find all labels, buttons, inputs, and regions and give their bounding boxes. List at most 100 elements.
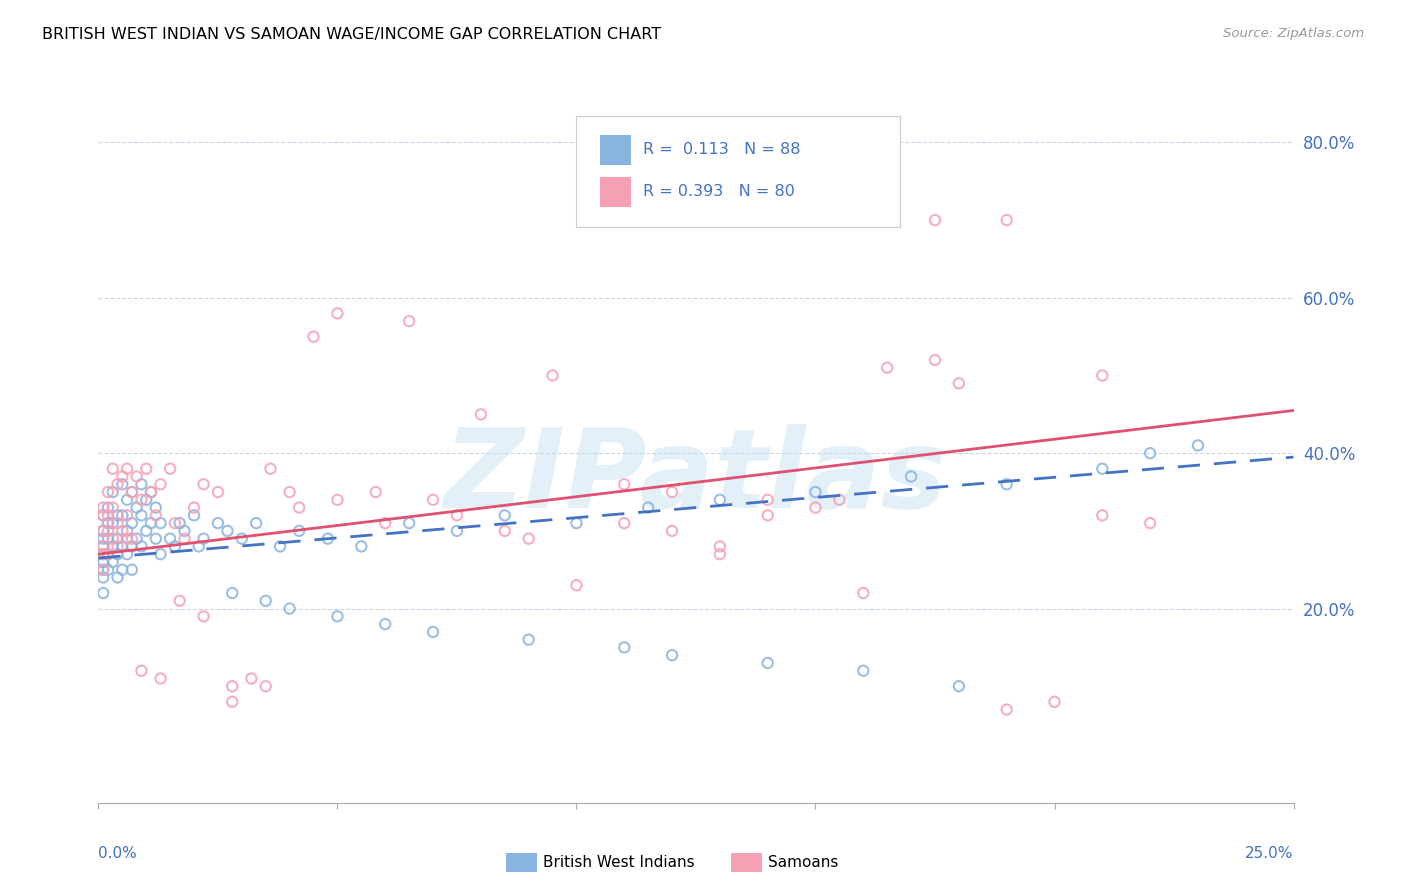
- Point: [259, 461, 281, 475]
- Point: [245, 516, 267, 530]
- Point: [756, 656, 779, 670]
- Point: [159, 532, 181, 546]
- Point: [101, 540, 124, 554]
- Point: [169, 594, 191, 608]
- Point: [470, 408, 492, 422]
- Point: [924, 213, 946, 227]
- Point: [111, 563, 134, 577]
- Point: [288, 524, 311, 538]
- Point: [278, 601, 301, 615]
- Point: [115, 524, 138, 538]
- Point: [995, 702, 1018, 716]
- Point: [804, 500, 827, 515]
- Point: [494, 508, 516, 523]
- Point: [107, 540, 129, 554]
- Point: [709, 547, 731, 561]
- Point: [350, 540, 373, 554]
- Point: [422, 624, 444, 639]
- Point: [139, 485, 162, 500]
- Point: [326, 492, 349, 507]
- Text: 25.0%: 25.0%: [1246, 847, 1294, 861]
- Point: [709, 540, 731, 554]
- Point: [107, 547, 129, 561]
- Point: [948, 679, 970, 693]
- Point: [91, 555, 114, 569]
- Point: [101, 500, 124, 515]
- Point: [231, 532, 253, 546]
- Point: [91, 508, 114, 523]
- Point: [183, 500, 205, 515]
- Text: Samoans: Samoans: [768, 855, 838, 870]
- Point: [97, 485, 120, 500]
- Point: [121, 485, 143, 500]
- Point: [169, 516, 191, 530]
- Point: [145, 500, 167, 515]
- Point: [374, 617, 396, 632]
- Point: [613, 516, 636, 530]
- Text: British West Indians: British West Indians: [543, 855, 695, 870]
- Point: [446, 524, 468, 538]
- Point: [852, 664, 875, 678]
- Point: [756, 508, 779, 523]
- Point: [541, 368, 564, 383]
- Point: [91, 540, 114, 554]
- Point: [193, 609, 215, 624]
- Point: [97, 508, 120, 523]
- Point: [173, 532, 195, 546]
- Point: [1091, 461, 1114, 475]
- Point: [1091, 508, 1114, 523]
- Point: [115, 532, 138, 546]
- Point: [159, 461, 181, 475]
- Point: [613, 640, 636, 655]
- Point: [121, 516, 143, 530]
- Point: [804, 485, 827, 500]
- Point: [91, 563, 114, 577]
- Point: [316, 532, 339, 546]
- Point: [661, 524, 683, 538]
- Point: [121, 532, 143, 546]
- Point: [326, 609, 349, 624]
- Point: [709, 492, 731, 507]
- Point: [111, 524, 134, 538]
- Point: [254, 679, 277, 693]
- Point: [125, 469, 148, 483]
- Point: [91, 540, 114, 554]
- Point: [91, 563, 114, 577]
- Point: [302, 329, 325, 343]
- Point: [364, 485, 387, 500]
- Point: [121, 563, 143, 577]
- Point: [995, 213, 1018, 227]
- Point: [149, 477, 172, 491]
- Point: [193, 532, 215, 546]
- Point: [91, 555, 114, 569]
- Point: [149, 516, 172, 530]
- Point: [91, 524, 114, 538]
- Point: [852, 586, 875, 600]
- Point: [163, 540, 186, 554]
- Point: [149, 547, 172, 561]
- Point: [1043, 695, 1066, 709]
- Point: [97, 563, 120, 577]
- Point: [517, 632, 540, 647]
- Point: [422, 492, 444, 507]
- Point: [145, 532, 167, 546]
- Point: [91, 508, 114, 523]
- Point: [97, 516, 120, 530]
- Point: [193, 477, 215, 491]
- Point: [446, 508, 468, 523]
- Point: [183, 508, 205, 523]
- Point: [111, 540, 134, 554]
- Point: [221, 695, 243, 709]
- Point: [1139, 516, 1161, 530]
- Point: [565, 578, 588, 592]
- Point: [91, 547, 114, 561]
- Point: [995, 477, 1018, 491]
- Point: [221, 586, 243, 600]
- Point: [139, 516, 162, 530]
- Point: [254, 594, 277, 608]
- Point: [173, 524, 195, 538]
- Point: [101, 516, 124, 530]
- Point: [326, 306, 349, 320]
- Point: [101, 461, 124, 475]
- Point: [1091, 368, 1114, 383]
